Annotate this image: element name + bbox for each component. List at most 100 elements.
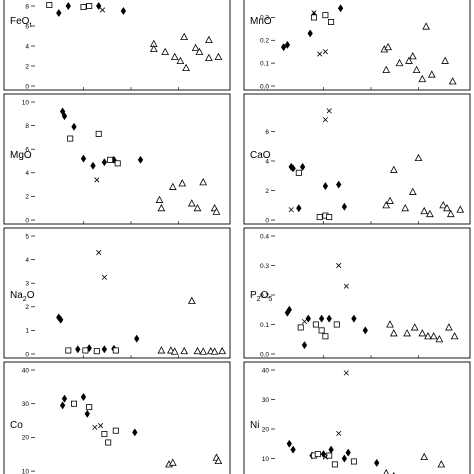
y-tick-label: 6: [25, 23, 29, 30]
cross-point: [343, 283, 349, 289]
y-tick-label: 2: [265, 188, 269, 195]
diamond-point: [132, 428, 138, 437]
y-tick-label: 30: [262, 397, 270, 404]
panel-FeOt: 0 2 4 6 8 FeOt: [3, 0, 231, 91]
label-subscript: 5: [268, 296, 272, 303]
square-point: [93, 348, 100, 355]
triangle-point: [386, 320, 394, 328]
triangle-point: [412, 65, 421, 73]
label-text: P: [250, 290, 257, 301]
triangle-point: [456, 205, 465, 213]
diamond-point: [286, 305, 293, 314]
y-tick-label: 4: [25, 170, 29, 177]
y-tick-label: 0.0: [260, 351, 269, 358]
y-tick-label: 10: [22, 99, 30, 106]
diamond-point: [90, 161, 96, 170]
y-tick-label: 30: [22, 401, 30, 408]
square-point: [101, 431, 108, 438]
square-point: [318, 327, 325, 334]
y-tick-label: 0.4: [260, 233, 269, 240]
square-point: [326, 214, 333, 221]
diamond-point: [351, 314, 357, 323]
square-point: [295, 169, 302, 176]
diamond-point: [80, 154, 87, 163]
diamond-point: [59, 401, 66, 410]
cross-point: [99, 7, 106, 13]
panel-Ni: 10 20 30 40 Ni: [243, 361, 471, 474]
y-tick-label: 3: [25, 281, 29, 288]
panel-MgO: 0 2 4 6 8 10 MgO: [3, 93, 231, 225]
triangle-point: [155, 195, 164, 203]
triangle-point: [420, 452, 429, 461]
label-text: CaO: [250, 150, 271, 161]
square-point: [86, 3, 93, 9]
cross-point: [101, 274, 107, 280]
square-point: [67, 135, 74, 142]
triangle-point: [187, 296, 196, 304]
triangle-point: [427, 70, 436, 78]
diamond-point: [326, 314, 332, 323]
diamond-point: [296, 204, 302, 213]
diamond-point: [341, 454, 348, 463]
square-point: [105, 439, 112, 446]
diamond-point: [61, 112, 68, 121]
triangle-point: [191, 43, 200, 51]
y-tick-label: 4: [25, 257, 29, 264]
y-tick-label: 0.2: [260, 292, 269, 299]
triangle-point: [408, 187, 417, 195]
diamond-point: [57, 315, 64, 324]
panel-frame: [243, 0, 471, 91]
diamond-point: [299, 162, 306, 171]
label-text: Ni: [250, 420, 259, 431]
square-point: [95, 130, 102, 137]
y-tick-label: 0.3: [260, 15, 269, 22]
diamond-point: [133, 334, 140, 343]
square-point: [297, 324, 304, 331]
panel-CaO: 0 2 4 6 CaO: [243, 93, 471, 225]
diamond-point: [120, 6, 127, 16]
triangle-point: [403, 329, 411, 337]
triangle-point: [439, 201, 448, 209]
y-tick-label: 0.3: [260, 263, 269, 270]
triangle-point: [418, 74, 427, 83]
y-tick-label: 1: [25, 328, 29, 335]
cross-point: [326, 108, 332, 114]
triangle-point: [408, 52, 417, 60]
label-subscript: 2: [257, 296, 261, 303]
triangle-point: [383, 469, 389, 474]
square-point: [350, 458, 357, 465]
label-text: O: [261, 290, 269, 301]
triangle-point: [437, 460, 446, 468]
triangle-point: [389, 165, 398, 173]
cross-point: [94, 177, 100, 183]
y-tick-label: 0: [265, 217, 269, 224]
panel-label: MnO: [250, 16, 272, 27]
triangle-point: [410, 323, 419, 331]
diamond-point: [307, 29, 313, 38]
panel-frame: [3, 93, 231, 225]
square-point: [322, 333, 329, 340]
panel-label: P2O5: [250, 290, 272, 303]
y-tick-label: 6: [25, 147, 29, 154]
y-tick-label: 10: [22, 468, 30, 474]
square-point: [312, 321, 319, 328]
triangle-point: [193, 346, 202, 355]
panel-label: MgO: [10, 150, 32, 161]
panel-label: Co: [10, 420, 23, 431]
y-tick-label: 10: [262, 456, 270, 463]
y-tick-label: 2: [25, 63, 29, 70]
diamond-point: [65, 1, 72, 11]
triangle-point: [199, 347, 208, 355]
cross-point: [322, 117, 328, 123]
triangle-point: [382, 201, 391, 209]
y-tick-label: 0.0: [260, 83, 269, 90]
cross-point: [322, 49, 328, 55]
y-tick-label: 40: [262, 367, 270, 374]
square-point: [80, 4, 87, 10]
y-tick-label: 0: [25, 351, 29, 358]
label-subscript: t: [29, 22, 31, 29]
triangle-point: [195, 47, 204, 55]
y-tick-label: 6: [265, 129, 269, 136]
